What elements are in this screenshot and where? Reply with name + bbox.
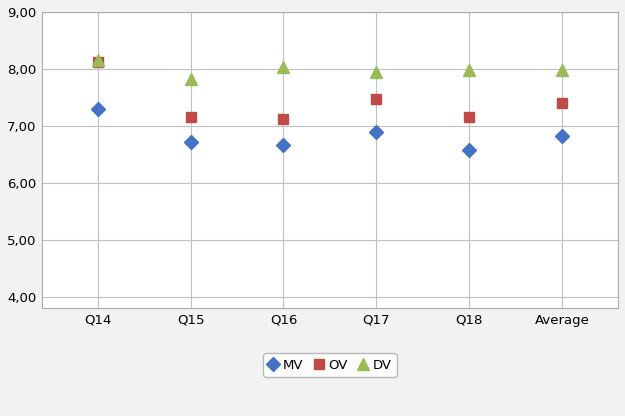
MV [372, 129, 380, 134]
MV [94, 106, 101, 111]
OV [94, 59, 101, 64]
DV [187, 77, 194, 82]
MV [187, 139, 194, 144]
MV [466, 148, 473, 153]
Legend: MV, OV, DV: MV, OV, DV [263, 353, 397, 377]
OV [280, 116, 288, 121]
DV [372, 69, 380, 74]
Line: OV: OV [92, 57, 567, 124]
Line: DV: DV [92, 55, 568, 85]
Line: MV: MV [92, 104, 567, 155]
MV [280, 142, 288, 147]
OV [187, 115, 194, 120]
OV [466, 115, 473, 120]
OV [372, 96, 380, 101]
DV [94, 58, 101, 63]
DV [466, 67, 473, 72]
OV [559, 101, 566, 106]
DV [559, 67, 566, 72]
DV [280, 65, 288, 70]
MV [559, 133, 566, 138]
